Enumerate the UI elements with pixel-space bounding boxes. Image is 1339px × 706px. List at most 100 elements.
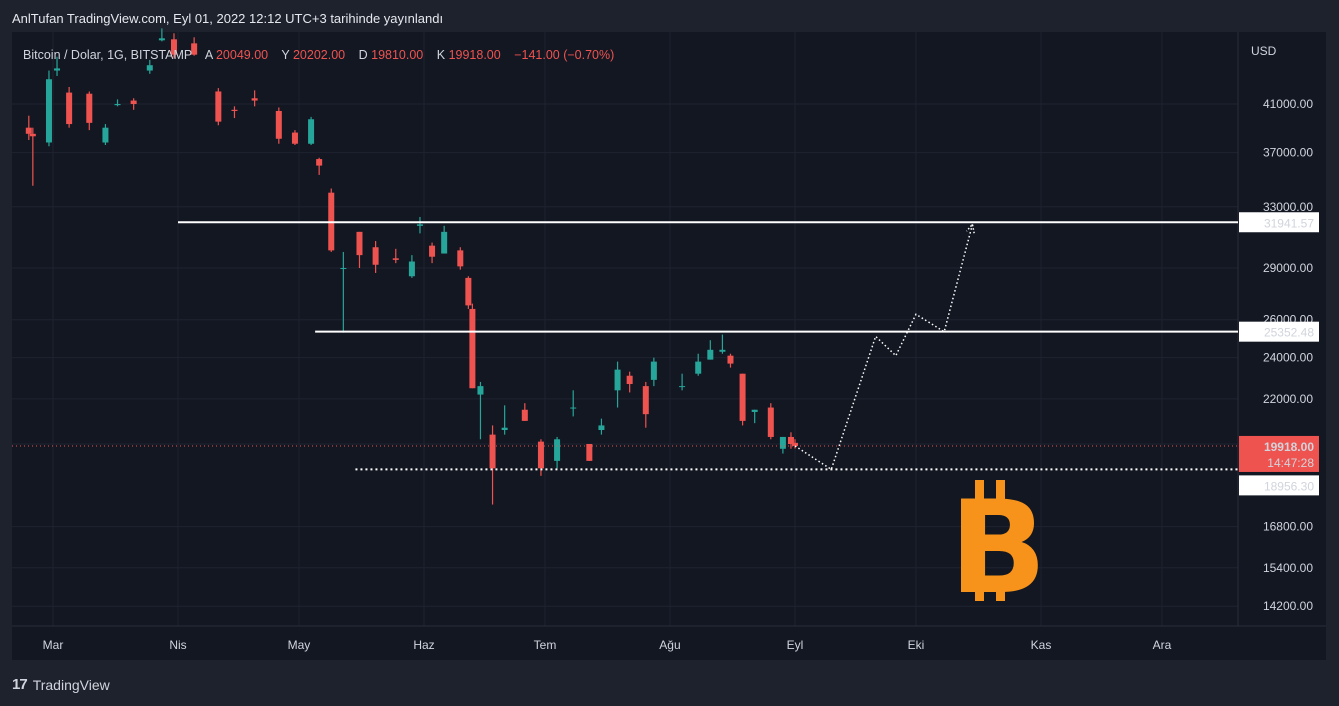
candle-body [25,127,32,134]
candle-body [586,444,593,461]
candle-body [792,442,798,446]
candle-body [130,100,137,104]
candle-body [554,439,561,461]
support-resistance-levels[interactable] [178,221,1238,471]
candle-body [779,436,786,449]
candle-body [429,245,436,257]
legend: Bitcoin / Dolar, 1G, BITSTAMP A 20049.00… [23,48,614,62]
candle-body [521,409,528,421]
candle-body [537,441,544,469]
legend-change: −141.00 (−0.70%) [514,48,614,62]
last-price-label: 19918.00 [1264,440,1314,454]
time-tick-label: Ağu [659,638,680,652]
candle-body [86,93,93,123]
candle-body [501,427,508,430]
candlestick-series [12,28,1238,505]
candle-body [340,268,347,270]
candle-body [308,119,315,144]
price-tick-label: 41000.00 [1263,97,1313,111]
candle-body [146,65,153,71]
candle-body [215,91,222,122]
candle-body [408,261,415,277]
candle-body [626,375,633,385]
time-tick-label: Haz [413,638,434,652]
currency-label: USD [1251,44,1277,58]
candle-body [477,386,484,395]
level-price-label-box [1239,212,1319,233]
legend-close-label: K [437,48,446,62]
footer-branding[interactable]: 17 TradingView [12,676,110,693]
price-tick-label: 33000.00 [1263,200,1313,214]
candle-body [170,39,177,55]
candle-body [356,231,363,256]
candle-body [598,425,605,430]
candle-body [642,386,649,415]
price-labels: 31941.57 25352.48 18956.30 19918.00 14:47:28 [1239,212,1319,496]
candle-body [316,159,323,166]
candle-body [727,355,734,364]
candle-body [679,386,686,388]
time-tick-label: Eki [908,638,925,652]
level-price-label: 18956.30 [1264,479,1314,493]
published-caption: AnlTufan TradingView.com, Eyl 01, 2022 1… [12,11,444,26]
candle-body [457,250,464,267]
legend-open-label: A [205,48,214,62]
candle-body [29,133,36,137]
svg-text:Bitcoin / Dolar, 1G, BITSTAMP: Bitcoin / Dolar, 1G, BITSTAMP A 20049.00… [23,48,614,62]
time-tick-label: Nis [169,638,186,652]
candle-body [158,38,165,41]
candle-body [54,68,61,71]
time-tick-label: Mar [43,638,64,652]
legend-low-label: D [359,48,368,62]
candle-body [650,361,657,380]
tradingview-logo-icon: 17 [12,676,28,693]
grid-lines [12,32,1238,626]
candle-body [787,436,794,444]
candle-body [372,247,379,265]
legend-symbol: Bitcoin / Dolar, 1G, BITSTAMP [23,48,192,62]
candle-body [45,79,52,143]
time-tick-label: Ara [1153,638,1172,652]
level-price-label: 25352.48 [1264,326,1314,340]
price-tick-label: 15400.00 [1263,561,1313,575]
price-tick-label: 16800.00 [1263,520,1313,534]
candle-body [570,407,577,409]
candle-body [392,258,399,260]
candle-body [275,110,282,139]
time-tick-label: Eyl [787,638,804,652]
legend-high-value: 20202.00 [293,48,345,62]
candle-body [291,132,298,144]
candle-body [416,224,423,226]
candle-body [469,308,476,389]
last-price-label-box [1239,435,1319,472]
time-tick-label: May [288,638,311,652]
legend-open-value: 20049.00 [216,48,268,62]
level-price-label: 31941.57 [1264,216,1314,230]
candle-body [767,407,774,437]
time-tick-label: Tem [534,638,557,652]
candle-body [695,361,702,374]
candle-body [251,98,258,101]
legend-high-label: Y [281,48,290,62]
price-tick-label: 22000.00 [1263,392,1313,406]
chart-frame [12,32,1326,660]
candle-countdown: 14:47:28 [1267,456,1314,470]
level-price-label-box [1239,475,1319,496]
price-tick-label: 14200.00 [1263,599,1313,613]
time-tick-label: Kas [1031,638,1052,652]
candle-body [719,349,726,352]
legend-low-value: 19810.00 [371,48,423,62]
projection-arrowhead [966,222,975,234]
candle-body [114,104,121,106]
legend-close-value: 19918.00 [449,48,501,62]
candle-body [707,349,714,360]
candle-body [465,277,472,306]
time-axis[interactable]: Mar Nis May Haz Tem Ağu Eyl Eki Kas Ara [43,638,1172,652]
level-price-label-box [1239,321,1319,342]
projection-path[interactable] [794,222,975,471]
candle-body [441,231,448,254]
candle-body [739,373,746,421]
brand-name: TradingView [32,676,110,693]
candle-body [66,92,73,125]
